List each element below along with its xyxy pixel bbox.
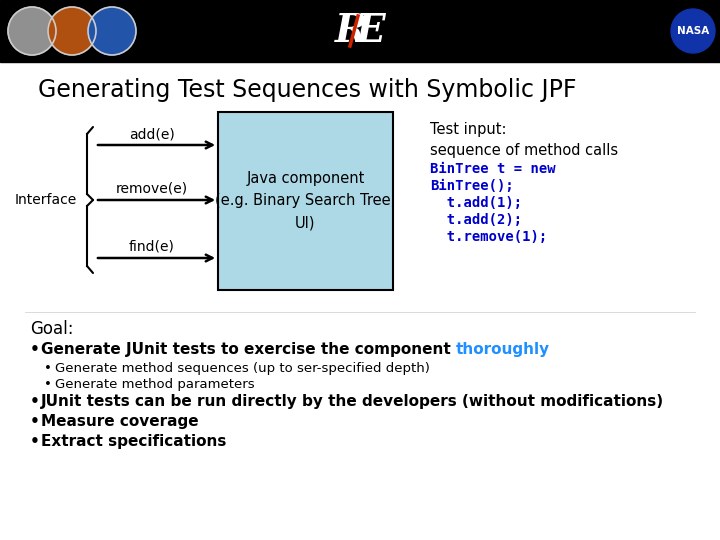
Text: Generate JUnit tests to exercise the component: Generate JUnit tests to exercise the com…: [41, 342, 456, 357]
Text: •: •: [30, 342, 40, 357]
Bar: [0, 0, 720, 62]
Text: E: E: [356, 12, 386, 50]
Text: •: •: [30, 434, 40, 449]
Text: R: R: [335, 12, 367, 50]
Text: Goal:: Goal:: [30, 320, 73, 338]
Text: Test input:
sequence of method calls: Test input: sequence of method calls: [430, 122, 618, 158]
Text: Measure coverage: Measure coverage: [41, 414, 199, 429]
Text: remove(e): remove(e): [116, 182, 188, 196]
Text: Generating Test Sequences with Symbolic JPF: Generating Test Sequences with Symbolic …: [38, 78, 577, 102]
Text: add(e): add(e): [129, 127, 175, 141]
Text: Extract specifications: Extract specifications: [41, 434, 226, 449]
Text: BinTree();: BinTree();: [430, 179, 514, 193]
Text: Java component
(e.g. Binary Search Tree,
UI): Java component (e.g. Binary Search Tree,…: [215, 171, 395, 231]
Text: •: •: [30, 394, 40, 409]
Text: NASA: NASA: [677, 26, 709, 36]
Text: t.add(1);: t.add(1);: [430, 196, 522, 210]
Text: Interface: Interface: [15, 193, 77, 207]
Bar: [0, 62, 720, 540]
Bar: [218, 112, 393, 290]
Text: BinTree t = new: BinTree t = new: [430, 162, 556, 176]
Text: JUnit tests can be run directly by the developers (without modifications): JUnit tests can be run directly by the d…: [41, 394, 664, 409]
Text: •: •: [44, 378, 52, 391]
Text: •: •: [30, 414, 40, 429]
Circle shape: [8, 7, 56, 55]
Circle shape: [88, 7, 136, 55]
Text: t.add(2);: t.add(2);: [430, 213, 522, 227]
Text: thoroughly: thoroughly: [456, 342, 550, 357]
Text: t.remove(1);: t.remove(1);: [430, 230, 547, 244]
Text: Generate method sequences (up to ser-specified depth): Generate method sequences (up to ser-spe…: [55, 362, 430, 375]
Text: •: •: [44, 362, 52, 375]
Circle shape: [48, 7, 96, 55]
Circle shape: [671, 9, 715, 53]
Text: find(e): find(e): [129, 240, 175, 254]
Text: Generate method parameters: Generate method parameters: [55, 378, 255, 391]
